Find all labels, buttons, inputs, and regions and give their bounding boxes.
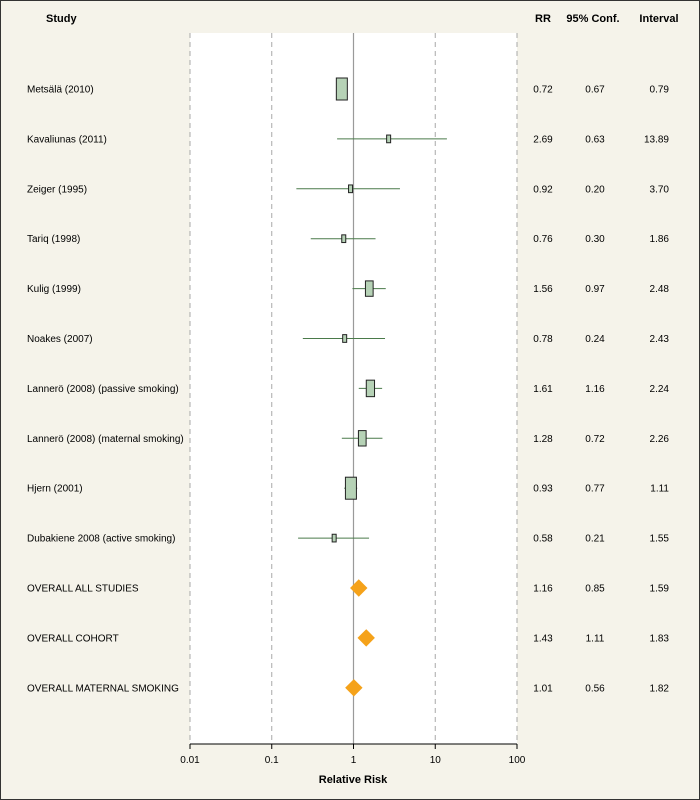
ci-upper-value: 2.26	[650, 434, 670, 445]
point-estimate-box	[357, 430, 367, 447]
study-row: Dubakiene 2008 (active smoking) 0.58 0.21 1…	[27, 534, 669, 545]
point-estimate-box	[331, 533, 337, 543]
grid-lines	[189, 33, 518, 744]
rr-value: 1.56	[533, 284, 553, 295]
ci-upper-value: 1.55	[650, 534, 670, 545]
rr-value: 0.93	[533, 484, 553, 495]
header-rr: RR	[535, 13, 551, 25]
point-estimate-box	[342, 334, 348, 343]
overall-row: OVERALL COHORT 1.43 1.11 1.83	[27, 629, 670, 647]
ci-upper-value: 1.82	[650, 683, 670, 694]
ci-lower-value: 1.16	[585, 384, 605, 395]
ci-lower-value: 0.20	[585, 184, 605, 195]
point-estimate-box	[335, 77, 348, 101]
summary-diamond	[345, 679, 363, 697]
ci-lower-value: 0.97	[585, 284, 605, 295]
x-axis-label: Relative Risk	[319, 774, 388, 786]
row-label: Kavaliunas (2011)	[27, 134, 107, 145]
header-interval: Interval	[639, 13, 678, 25]
x-tick-label: 0.1	[265, 755, 279, 766]
study-row: Kavaliunas (2011) 2.69 0.63 13.89	[27, 134, 669, 145]
ci-lower-value: 0.72	[585, 434, 605, 445]
header-conf: 95% Conf.	[566, 13, 619, 25]
study-row: Tariq (1998) 0.76 0.30 1.86	[27, 234, 669, 245]
row-label: Hjern (2001)	[27, 484, 83, 495]
study-row: Kulig (1999) 1.56 0.97 2.48	[27, 280, 670, 297]
study-row: Hjern (2001) 0.93 0.77 1.11	[27, 476, 669, 500]
point-estimate-box	[364, 280, 374, 297]
ci-upper-value: 1.86	[650, 234, 670, 245]
point-estimate-box	[341, 234, 347, 244]
ci-lower-value: 0.56	[585, 683, 605, 694]
x-tick-label: 100	[509, 755, 526, 766]
ci-upper-value: 13.89	[644, 134, 669, 145]
ci-lower-value: 0.21	[585, 534, 605, 545]
ci-lower-value: 0.85	[585, 584, 605, 595]
x-tick-label: 0.01	[180, 755, 200, 766]
row-label: OVERALL MATERNAL SMOKING	[27, 683, 179, 694]
point-estimate-box	[365, 379, 376, 398]
rr-value: 2.69	[533, 134, 553, 145]
overall-row: OVERALL ALL STUDIES 1.16 0.85 1.59	[27, 579, 670, 597]
x-tick-label: 1	[351, 755, 357, 766]
ci-lower-value: 1.11	[586, 633, 605, 644]
summary-diamond	[357, 629, 375, 647]
summary-diamond	[350, 579, 368, 597]
row-label: Tariq (1998)	[27, 234, 80, 245]
rr-value: 0.72	[533, 85, 553, 96]
row-label: Lannerö (2008) (passive smoking)	[27, 384, 179, 395]
ci-upper-value: 0.79	[650, 85, 670, 96]
header-study: Study	[46, 13, 77, 25]
ci-lower-value: 0.67	[585, 85, 605, 96]
point-estimate-box	[348, 184, 354, 194]
ci-upper-value: 3.70	[650, 184, 670, 195]
study-row: Metsälä (2010) 0.72 0.67 0.79	[27, 77, 670, 101]
row-label: Kulig (1999)	[27, 284, 81, 295]
ci-lower-value: 0.30	[585, 234, 605, 245]
rr-value: 0.76	[533, 234, 553, 245]
point-estimate-box	[386, 134, 392, 144]
study-row: Lannerö (2008) (passive smoking) 1.61 1.16…	[27, 379, 670, 398]
row-label: Dubakiene 2008 (active smoking)	[27, 534, 175, 545]
ci-upper-value: 1.59	[650, 584, 670, 595]
point-estimate-box	[344, 476, 357, 500]
study-row: Noakes (2007) 0.78 0.24 2.43	[27, 334, 669, 345]
row-label: Metsälä (2010)	[27, 85, 94, 96]
rr-value: 0.92	[533, 184, 553, 195]
forest-rows: Metsälä (2010) 0.72 0.67 0.79 Kavaliunas (20…	[27, 77, 670, 697]
ci-lower-value: 0.24	[585, 334, 605, 345]
rr-value: 1.43	[533, 633, 553, 644]
rr-value: 1.61	[533, 384, 553, 395]
x-tick-label: 10	[430, 755, 442, 766]
ci-upper-value: 2.48	[650, 284, 670, 295]
ci-upper-value: 2.43	[650, 334, 670, 345]
rr-value: 1.16	[533, 584, 553, 595]
x-axis: 0.01 0.1 1 10 100	[180, 743, 526, 766]
ci-lower-value: 0.77	[585, 484, 605, 495]
study-row: Lannerö (2008) (maternal smoking) 1.28 0.7…	[27, 430, 670, 447]
ci-upper-value: 1.83	[650, 633, 670, 644]
ci-lower-value: 0.63	[585, 134, 605, 145]
overall-row: OVERALL MATERNAL SMOKING 1.01 0.56 1.82	[27, 679, 670, 697]
row-label: OVERALL COHORT	[27, 633, 119, 644]
rr-value: 0.78	[533, 334, 553, 345]
row-label: Lannerö (2008) (maternal smoking)	[27, 434, 184, 445]
row-label: Noakes (2007)	[27, 334, 93, 345]
study-row: Zeiger (1995) 0.92 0.20 3.70	[27, 184, 669, 195]
ci-upper-value: 1.11	[650, 484, 669, 495]
rr-value: 1.01	[533, 683, 553, 694]
rr-value: 1.28	[533, 434, 553, 445]
ci-upper-value: 2.24	[650, 384, 670, 395]
row-label: OVERALL ALL STUDIES	[27, 584, 139, 595]
row-label: Zeiger (1995)	[27, 184, 87, 195]
rr-value: 0.58	[533, 534, 553, 545]
